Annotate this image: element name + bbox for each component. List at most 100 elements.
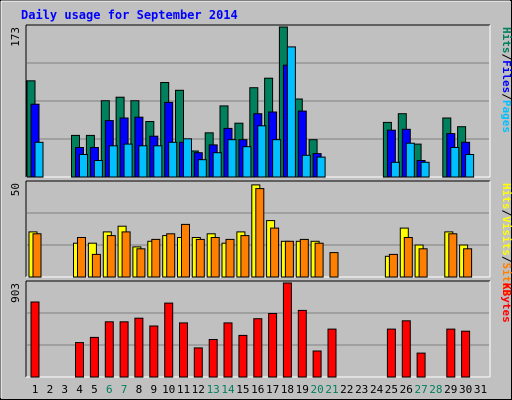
x-tick-label: 9 bbox=[150, 383, 157, 396]
x-tick-label: 30 bbox=[459, 383, 472, 396]
x-tick-label: 20 bbox=[310, 383, 323, 396]
scale-label: 50 bbox=[9, 183, 22, 196]
bar-sites bbox=[448, 233, 458, 278]
x-tick-label: 4 bbox=[76, 383, 83, 396]
bar-pages bbox=[450, 147, 460, 178]
bar-pages bbox=[242, 146, 252, 178]
panel-middle-panel: 50 Hits/Visits/Sites bbox=[9, 180, 512, 296]
bar-pages bbox=[272, 139, 282, 178]
x-tick-label: 23 bbox=[355, 383, 368, 396]
bar-sites bbox=[181, 223, 190, 278]
bar-kbytes bbox=[312, 350, 322, 378]
bar-sites bbox=[77, 237, 86, 278]
bar-sites bbox=[284, 240, 294, 278]
bar-sites bbox=[255, 188, 265, 278]
bar-kbytes bbox=[386, 328, 396, 378]
bar-sites bbox=[463, 248, 473, 278]
legend-hits: Hits bbox=[500, 27, 512, 54]
bar-pages bbox=[257, 125, 267, 178]
x-tick-label: 18 bbox=[281, 383, 294, 396]
bar-kbytes bbox=[193, 347, 203, 378]
y-legend: Hits/Files/Pages bbox=[500, 27, 512, 133]
bar-kbytes bbox=[416, 352, 426, 378]
bar-kbytes bbox=[282, 282, 292, 378]
x-tick-label: 10 bbox=[162, 383, 175, 396]
bar-kbytes bbox=[89, 336, 99, 378]
bar-kbytes bbox=[401, 320, 411, 378]
x-tick-label: 13 bbox=[207, 383, 220, 396]
bar-kbytes bbox=[268, 313, 278, 378]
bar-pages bbox=[168, 141, 178, 178]
x-tick-label: 26 bbox=[400, 383, 413, 396]
bar-sites bbox=[314, 242, 324, 278]
bar-sites bbox=[329, 252, 339, 278]
bar-kbytes bbox=[223, 322, 233, 378]
x-tick-label: 31 bbox=[474, 383, 487, 396]
x-tick-label: 28 bbox=[429, 383, 442, 396]
legend-sites: Sites bbox=[500, 263, 512, 296]
bar-pages bbox=[123, 143, 133, 178]
chart-title: Daily usage for September 2014 bbox=[21, 8, 238, 22]
bar-sites bbox=[32, 233, 42, 278]
bar-kbytes bbox=[179, 322, 188, 378]
scale-label: 173 bbox=[9, 27, 22, 47]
y-legend: KBytes bbox=[500, 283, 512, 323]
bar-sites bbox=[240, 235, 250, 278]
bar-sites bbox=[270, 227, 280, 278]
bar-kbytes bbox=[30, 301, 40, 378]
bar-pages bbox=[79, 154, 88, 178]
bar-sites bbox=[121, 231, 131, 278]
x-tick-label: 7 bbox=[121, 383, 128, 396]
bar-kbytes bbox=[327, 328, 337, 378]
bar-pages bbox=[183, 138, 192, 178]
x-tick-label: 5 bbox=[91, 383, 98, 396]
y-legend: Hits/Visits/Sites bbox=[500, 183, 512, 296]
bar-sites bbox=[418, 248, 428, 278]
bar-kbytes bbox=[253, 318, 263, 378]
bar-pages bbox=[93, 160, 103, 178]
bar-sites bbox=[106, 235, 116, 278]
bar-pages bbox=[405, 142, 415, 178]
x-tick-label: 2 bbox=[47, 383, 54, 396]
bar-pages bbox=[212, 152, 222, 178]
x-tick-label: 21 bbox=[325, 383, 338, 396]
legend-separator: / bbox=[500, 210, 512, 217]
legend-separator: / bbox=[500, 93, 512, 100]
bar-kbytes bbox=[75, 342, 84, 378]
x-tick-label: 16 bbox=[251, 383, 264, 396]
bar-sites bbox=[210, 237, 220, 278]
x-tick-label: 24 bbox=[370, 383, 384, 396]
bar-kbytes bbox=[238, 334, 248, 378]
x-tick-label: 22 bbox=[340, 383, 353, 396]
bar-kbytes bbox=[461, 330, 471, 378]
bar-pages bbox=[153, 145, 163, 178]
bar-sites bbox=[151, 238, 161, 278]
bar-sites bbox=[388, 253, 398, 278]
bar-pages bbox=[108, 145, 118, 178]
x-tick-label: 11 bbox=[177, 383, 190, 396]
x-tick-label: 8 bbox=[136, 383, 143, 396]
bar-kbytes bbox=[119, 321, 129, 378]
bar-sites bbox=[299, 238, 309, 278]
panel-top-panel: 173 Hits/Files/Pages bbox=[9, 24, 512, 178]
x-tick-label: 19 bbox=[296, 383, 309, 396]
x-tick-label: 1 bbox=[32, 383, 39, 396]
legend-hits: Hits bbox=[500, 183, 512, 210]
bar-sites bbox=[136, 248, 146, 278]
legend-kbytes: KBytes bbox=[500, 283, 512, 323]
bar-sites bbox=[166, 233, 176, 278]
bar-kbytes bbox=[446, 328, 456, 378]
bar-pages bbox=[465, 154, 475, 178]
bar-kbytes bbox=[134, 317, 144, 378]
bar-pages bbox=[301, 154, 311, 178]
x-tick-label: 12 bbox=[192, 383, 205, 396]
x-tick-label: 17 bbox=[266, 383, 279, 396]
x-axis-labels: 1 2 3 4 5 6 7 8 9 10 11 12 13 14 15 16 17 18 19 20 21 22 23 24 2… bbox=[32, 383, 487, 396]
bar-kbytes bbox=[297, 309, 307, 378]
bar-kbytes bbox=[104, 321, 114, 378]
bar-pages bbox=[227, 139, 237, 178]
bar-sites bbox=[225, 238, 235, 278]
legend-separator: / bbox=[500, 256, 512, 263]
